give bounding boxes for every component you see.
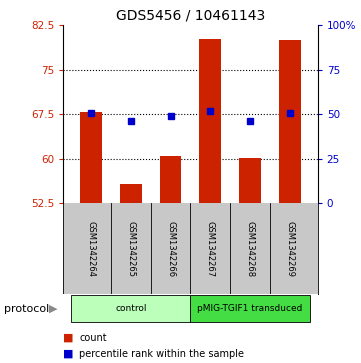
Bar	[160, 156, 182, 203]
Bar	[120, 184, 142, 203]
Text: GSM1342264: GSM1342264	[87, 221, 96, 277]
Text: GSM1342265: GSM1342265	[126, 221, 135, 277]
Text: pMIG-TGIF1 transduced: pMIG-TGIF1 transduced	[197, 304, 303, 313]
Text: GSM1342269: GSM1342269	[285, 221, 294, 277]
Text: ■: ■	[63, 349, 74, 359]
Bar	[80, 112, 102, 203]
FancyBboxPatch shape	[191, 295, 310, 322]
Text: ■: ■	[63, 333, 74, 343]
Bar	[279, 40, 301, 203]
Title: GDS5456 / 10461143: GDS5456 / 10461143	[116, 9, 265, 23]
Text: control: control	[115, 304, 147, 313]
Text: protocol: protocol	[4, 303, 49, 314]
Text: GSM1342268: GSM1342268	[245, 221, 255, 277]
Text: GSM1342267: GSM1342267	[206, 221, 215, 277]
Text: count: count	[79, 333, 107, 343]
FancyBboxPatch shape	[71, 295, 191, 322]
Text: percentile rank within the sample: percentile rank within the sample	[79, 349, 244, 359]
Bar	[199, 39, 221, 203]
Text: GSM1342266: GSM1342266	[166, 221, 175, 277]
Bar	[239, 158, 261, 203]
Text: ▶: ▶	[49, 303, 57, 314]
